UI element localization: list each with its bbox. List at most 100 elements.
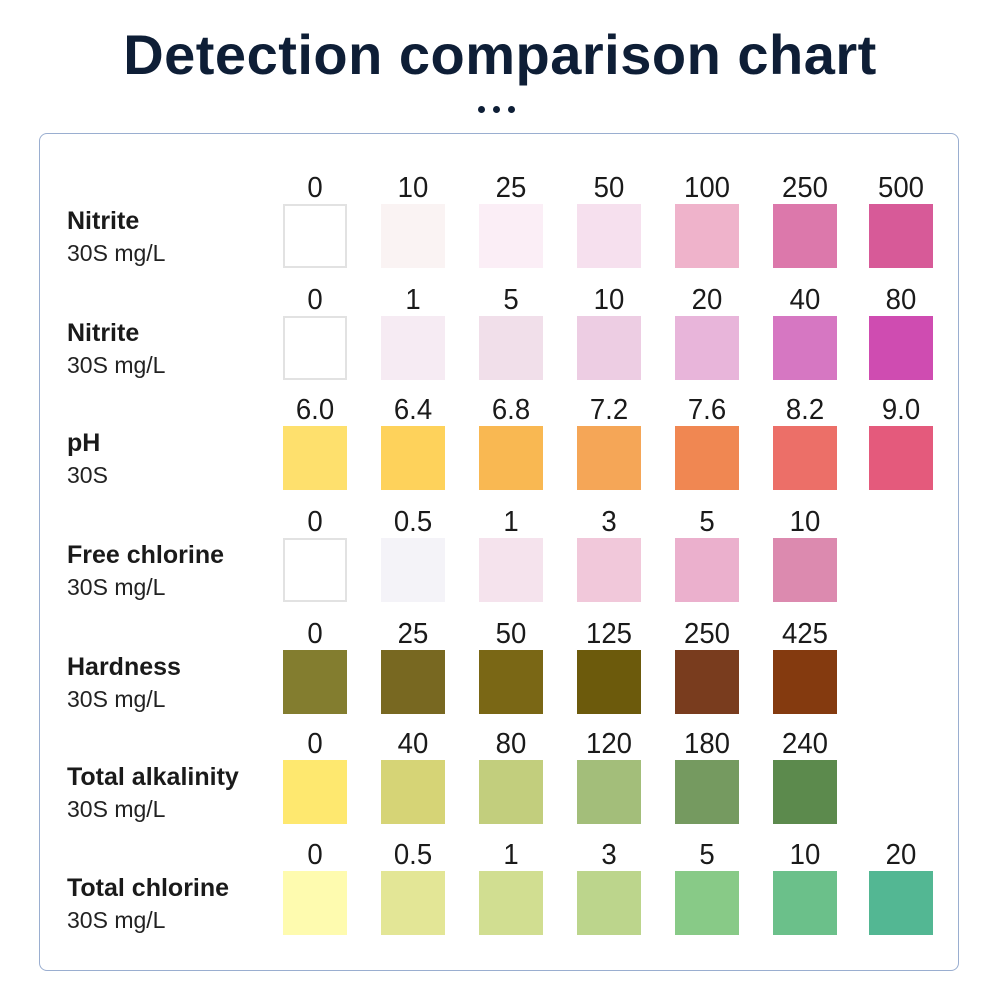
swatch-cell: 25	[479, 172, 543, 268]
color-swatch	[675, 204, 739, 268]
color-swatch	[869, 316, 933, 380]
value-label: 10	[397, 172, 429, 204]
color-swatch	[675, 316, 739, 380]
comparison-panel	[39, 133, 959, 971]
value-label: 6.8	[491, 394, 531, 426]
swatch-cell: 1	[381, 284, 445, 380]
color-swatch	[381, 204, 445, 268]
swatch-cell: 3	[577, 839, 641, 935]
swatch-cell: 9.0	[869, 394, 933, 490]
row-name: pH	[67, 429, 101, 457]
value-label: 100	[684, 172, 730, 204]
value-label: 20	[691, 284, 723, 316]
swatch-cell: 10	[577, 284, 641, 380]
value-label: 50	[593, 172, 625, 204]
value-label: 9.0	[881, 394, 921, 426]
swatch-cell: 425	[773, 618, 837, 714]
color-swatch	[577, 316, 641, 380]
value-label: 25	[495, 172, 527, 204]
row-label: pH 30S	[67, 429, 108, 489]
swatch-cell: 10	[381, 172, 445, 268]
swatch-cell: 6.8	[479, 394, 543, 490]
swatch-cell: 120	[577, 728, 641, 824]
color-swatch	[479, 204, 543, 268]
swatch-cell: 1	[479, 506, 543, 602]
color-swatch	[869, 204, 933, 268]
value-label: 120	[586, 728, 632, 760]
swatch-cell: 125	[577, 618, 641, 714]
row-name: Nitrite	[67, 319, 140, 347]
value-label: 3	[601, 839, 617, 871]
color-swatch	[381, 316, 445, 380]
value-label: 10	[593, 284, 625, 316]
color-swatch	[381, 538, 445, 602]
row-name: Hardness	[67, 653, 181, 681]
value-label: 7.2	[589, 394, 629, 426]
row-label: Hardness 30S mg/L	[67, 653, 181, 713]
row-name: Nitrite	[67, 207, 140, 235]
swatch-cell: 40	[381, 728, 445, 824]
value-label: 125	[586, 618, 632, 650]
value-label: 40	[397, 728, 429, 760]
swatch-cell: 5	[675, 839, 739, 935]
row-name: Total chlorine	[67, 874, 230, 902]
color-swatch	[675, 871, 739, 935]
row-unit: 30S mg/L	[67, 352, 166, 378]
swatch-cell: 0	[283, 728, 347, 824]
swatch-cell: 50	[577, 172, 641, 268]
color-swatch	[577, 650, 641, 714]
row-name: Total alkalinity	[67, 763, 239, 791]
row-label: Total chlorine 30S mg/L	[67, 874, 229, 934]
value-label: 5	[699, 506, 715, 538]
swatch-cell: 20	[675, 284, 739, 380]
value-label: 1	[503, 839, 519, 871]
color-swatch	[381, 871, 445, 935]
color-swatch	[381, 650, 445, 714]
color-swatch	[479, 538, 543, 602]
swatch-cell: 20	[869, 839, 933, 935]
swatch-cell: 500	[869, 172, 933, 268]
color-swatch	[479, 650, 543, 714]
color-swatch	[283, 426, 347, 490]
swatch-cell: 80	[869, 284, 933, 380]
color-swatch	[283, 650, 347, 714]
row-label: Free chlorine 30S mg/L	[67, 541, 224, 601]
color-swatch	[773, 316, 837, 380]
swatch-cell: 250	[675, 618, 739, 714]
value-label: 40	[789, 284, 821, 316]
swatch-cell: 5	[675, 506, 739, 602]
value-label: 0	[307, 839, 323, 871]
row-label: Total alkalinity 30S mg/L	[67, 763, 239, 823]
color-swatch	[869, 871, 933, 935]
color-swatch	[773, 760, 837, 824]
swatch-cell: 1	[479, 839, 543, 935]
value-label: 5	[503, 284, 519, 316]
color-swatch	[675, 650, 739, 714]
swatch-cell: 100	[675, 172, 739, 268]
color-swatch	[479, 316, 543, 380]
swatch-cell: 250	[773, 172, 837, 268]
color-swatch	[283, 760, 347, 824]
swatch-cell: 240	[773, 728, 837, 824]
color-swatch	[283, 204, 347, 268]
value-label: 80	[885, 284, 917, 316]
row-unit: 30S mg/L	[67, 240, 166, 266]
row-label: Nitrite 30S mg/L	[67, 319, 165, 379]
value-label: 180	[684, 728, 730, 760]
value-label: 8.2	[785, 394, 825, 426]
swatch-cell: 0	[283, 618, 347, 714]
color-swatch	[773, 650, 837, 714]
color-swatch	[283, 871, 347, 935]
color-swatch	[675, 426, 739, 490]
value-label: 0	[307, 506, 323, 538]
swatch-cell: 0	[283, 172, 347, 268]
value-label: 0.5	[393, 506, 433, 538]
swatch-cell: 80	[479, 728, 543, 824]
value-label: 7.6	[687, 394, 727, 426]
color-swatch	[577, 426, 641, 490]
swatch-cell: 6.4	[381, 394, 445, 490]
value-label: 3	[601, 506, 617, 538]
swatch-cell: 0	[283, 506, 347, 602]
value-label: 0.5	[393, 839, 433, 871]
value-label: 0	[307, 618, 323, 650]
